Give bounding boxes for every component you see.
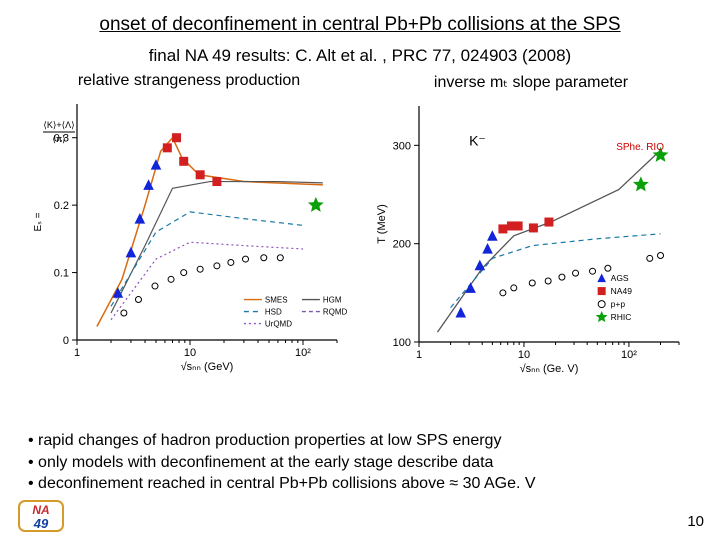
logo-bottom-text: 49: [33, 516, 49, 531]
svg-text:⟨K⟩+⟨Λ⟩: ⟨K⟩+⟨Λ⟩: [43, 120, 74, 130]
svg-text:T (MeV): T (MeV): [376, 204, 388, 244]
svg-text:10²: 10²: [295, 347, 311, 359]
svg-text:√sₙₙ (GeV): √sₙₙ (GeV): [181, 361, 234, 373]
svg-text:10²: 10²: [621, 349, 637, 361]
bullet-item: • only models with deconfinement at the …: [28, 452, 536, 474]
svg-text:HGM: HGM: [323, 296, 342, 305]
svg-text:NA49: NA49: [611, 286, 633, 296]
svg-text:RQMD: RQMD: [323, 308, 348, 317]
svg-text:p+p: p+p: [611, 299, 626, 309]
svg-text:10: 10: [184, 347, 196, 359]
svg-text:10: 10: [518, 349, 530, 361]
page-title: onset of deconfinement in central Pb+Pb …: [0, 0, 720, 36]
bullet-list: • rapid changes of hadron production pro…: [28, 430, 536, 495]
svg-text:1: 1: [74, 347, 80, 359]
svg-text:SMES: SMES: [265, 296, 288, 305]
logo-top-text: NA: [32, 503, 49, 517]
right-chart-label: inverse mₜ slope parameter: [370, 72, 692, 92]
svg-text:0: 0: [63, 335, 69, 347]
right-chart-block: inverse mₜ slope parameter 1 10 10² 100 200 3…: [370, 72, 692, 381]
svg-text:HSD: HSD: [265, 308, 282, 317]
svg-text:UrQMD: UrQMD: [265, 320, 292, 329]
svg-text:√sₙₙ (Ge. V): √sₙₙ (Ge. V): [520, 363, 579, 375]
svg-text:1: 1: [416, 349, 422, 361]
right-chart: 1 10 10² 100 200 300 √sₙₙ (Ge. V) T (MeV) K⁻ AGS N…: [371, 96, 691, 376]
svg-text:Eₛ =: Eₛ =: [33, 212, 44, 231]
svg-text:RHIC: RHIC: [611, 312, 632, 322]
spherio-label: SPhe. RIO: [616, 142, 664, 153]
svg-text:⟨π⟩: ⟨π⟩: [52, 134, 65, 144]
page-number: 10: [687, 513, 704, 530]
left-chart: 11010²00.10.20.3√sₙₙ (GeV)Eₛ =⟨K⟩+⟨Λ⟩⟨π⟩…: [29, 94, 349, 374]
svg-text:100: 100: [393, 337, 411, 349]
chart-row: relative strangeness production 1 10 10² 0 0…: [0, 66, 720, 381]
left-chart-block: relative strangeness production 1 10 10² 0 0…: [28, 72, 350, 381]
subtitle: final NA 49 results: C. Alt et al. , PRC…: [0, 36, 720, 66]
na49-logo: NA 49: [18, 500, 64, 532]
svg-text:AGS: AGS: [611, 273, 629, 283]
svg-text:200: 200: [393, 239, 411, 251]
left-chart-label: relative strangeness production: [28, 72, 350, 90]
svg-text:0.2: 0.2: [54, 200, 69, 212]
bullet-item: • rapid changes of hadron production pro…: [28, 430, 536, 452]
svg-text:K⁻: K⁻: [469, 132, 486, 148]
bullet-item: • deconfinement reached in central Pb+Pb…: [28, 473, 536, 495]
svg-text:300: 300: [393, 140, 411, 152]
svg-text:0.1: 0.1: [54, 268, 69, 280]
